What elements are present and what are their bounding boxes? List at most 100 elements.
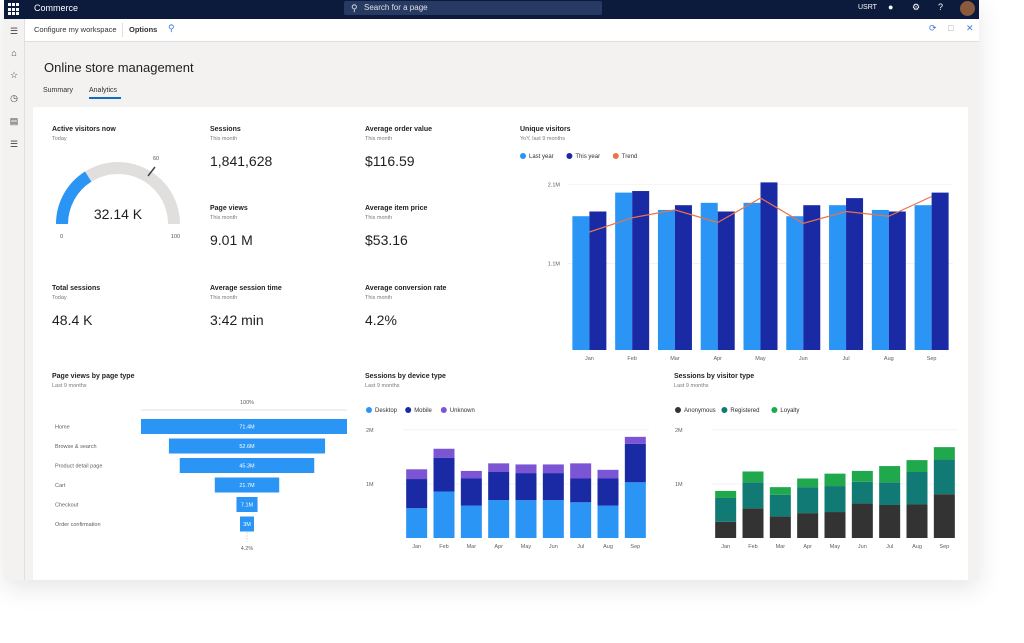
workspaces-icon[interactable]: ▤ xyxy=(9,116,19,126)
app-launcher-icon[interactable] xyxy=(8,3,21,16)
kpi-total-sessions-label: Total sessions xyxy=(52,285,101,292)
uv-legend-marker-last-year xyxy=(520,153,526,159)
device-xtick-label: Jun xyxy=(549,544,558,550)
funnel-stage-label-home: Home xyxy=(55,425,70,431)
visitor-bar-anonymous-aug xyxy=(906,504,928,538)
unique-visitors-chart: Last year This year Trend 1.1M 2.1M Jan Feb Mar… xyxy=(520,153,953,362)
kpi-page-views-period: This month xyxy=(210,215,238,221)
device-bar-unknown-may xyxy=(515,464,537,474)
uv-bar-this-year-mar xyxy=(674,205,692,350)
configure-workspace-button[interactable]: Configure my workspace xyxy=(34,25,117,34)
device-xtick-label: Sep xyxy=(630,544,640,550)
search-icon: ⚲ xyxy=(351,3,358,13)
help-icon[interactable]: ? xyxy=(938,2,944,12)
kpi-sessions-label: Sessions xyxy=(210,126,241,133)
visitor-xtick-label: May xyxy=(830,544,841,550)
uv-bar-this-year-apr xyxy=(717,211,735,350)
visitor-ytick-label: 1M xyxy=(675,482,683,488)
device-bar-unknown-apr xyxy=(488,463,510,473)
visitor-bar-loyalty-jul xyxy=(879,466,901,483)
favorites-icon[interactable]: ☆ xyxy=(9,70,19,80)
uv-bar-this-year-may xyxy=(760,182,778,350)
funnel-bar-order-confirmation xyxy=(240,516,254,532)
app-window: Commerce ⚲ Search for a page USRT ● ⚙ ? … xyxy=(4,0,979,580)
visitor-bar-anonymous-sep xyxy=(933,494,955,538)
uv-xtick-label: Jan xyxy=(585,356,594,362)
device-xtick-label: Feb xyxy=(439,544,448,550)
visitor-bar-anonymous-jan xyxy=(715,521,737,538)
close-icon[interactable]: ✕ xyxy=(966,23,974,33)
device-bar-desktop-sep xyxy=(624,482,646,538)
left-nav: ☰ ⌂ ☆ ◷ ▤ ☰ xyxy=(4,19,25,580)
visitor-bar-registered-feb xyxy=(742,482,764,509)
device-bar-desktop-jan xyxy=(406,508,428,538)
visitor-bar-loyalty-jan xyxy=(715,490,737,498)
device-bar-unknown-sep xyxy=(624,436,646,444)
device-bar-unknown-mar xyxy=(460,470,482,479)
kpi-page-views-label: Page views xyxy=(210,205,248,212)
kpi-avg-order-value-value: $116.59 xyxy=(365,153,415,169)
tab-summary[interactable]: Summary xyxy=(43,87,73,94)
action-divider xyxy=(122,23,123,37)
device-bar-desktop-may xyxy=(515,500,537,538)
visitor-xtick-label: Aug xyxy=(912,544,922,550)
company-label[interactable]: USRT xyxy=(858,4,877,11)
settings-icon[interactable]: ⚙ xyxy=(912,2,921,12)
visitor-bar-loyalty-jun xyxy=(851,470,873,482)
device-legend-marker-mobile xyxy=(405,407,412,413)
kpi-avg-session-time-label: Average session time xyxy=(210,285,282,292)
kpi-avg-conversion-rate-value: 4.2% xyxy=(365,312,397,328)
device-bar-unknown-jan xyxy=(406,469,428,480)
visitor-xtick-label: Jul xyxy=(886,544,893,550)
device-legend-desktop: Desktop xyxy=(375,408,398,414)
device-bar-mobile-jan xyxy=(406,479,428,509)
visitor-bar-anonymous-may xyxy=(824,512,846,538)
kpi-total-sessions-period: Today xyxy=(52,295,67,301)
gauge-max-label: 100 xyxy=(171,234,180,240)
funnel-bar-cart xyxy=(214,477,280,493)
uv-bar-last-year-jul xyxy=(829,205,847,350)
sessions-visitor-chart: Anonymous Registered Loyalty 1M 2M Jan Feb Mar A… xyxy=(675,407,958,550)
visitor-bar-loyalty-may xyxy=(824,473,846,487)
recent-icon[interactable]: ◷ xyxy=(10,93,18,103)
tab-analytics[interactable]: Analytics xyxy=(89,87,118,94)
kpi-avg-order-value-period: This month xyxy=(365,136,393,142)
visitor-bar-loyalty-aug xyxy=(906,460,928,473)
visitor-xtick-label: Mar xyxy=(776,544,786,550)
visitor-legend-registered: Registered xyxy=(730,408,759,414)
visitor-bar-registered-mar xyxy=(769,494,791,517)
global-search[interactable]: ⚲ Search for a page xyxy=(344,1,602,15)
uv-xtick-label: Mar xyxy=(670,356,680,362)
search-icon[interactable]: ⚲ xyxy=(168,23,175,33)
funnel-bottom-label: 4.2% xyxy=(241,546,254,552)
selected-tab-indicator xyxy=(89,97,121,99)
menu-icon[interactable]: ☰ xyxy=(9,26,19,36)
device-bar-desktop-feb xyxy=(433,491,455,538)
kpi-avg-conversion-rate-period: This month xyxy=(365,295,393,301)
uv-ytick-label: 2.1M xyxy=(548,183,561,189)
gauge-mid-label: 60 xyxy=(153,156,159,162)
modules-icon[interactable]: ☰ xyxy=(9,139,19,149)
funnel-value-label-product-detail-page: 45.3M xyxy=(239,464,255,470)
open-new-window-icon[interactable]: □ xyxy=(948,23,954,33)
avatar[interactable] xyxy=(960,1,975,16)
sessions-device-subtitle: Last 9 months xyxy=(365,383,400,389)
notifications-icon[interactable]: ● xyxy=(888,2,894,12)
home-icon[interactable]: ⌂ xyxy=(11,48,17,58)
uv-xtick-label: Jul xyxy=(843,356,850,362)
uv-legend-marker-this-year xyxy=(566,153,573,159)
uv-xtick-label: Feb xyxy=(627,356,636,362)
visitor-xtick-label: Jun xyxy=(858,544,867,550)
app-name[interactable]: Commerce xyxy=(34,3,79,13)
gauge-target-marker xyxy=(147,166,156,177)
page-views-funnel-chart: 100% Home 71.4M Browse & search 52.6M Product… xyxy=(55,400,347,552)
device-bar-mobile-mar xyxy=(460,478,482,506)
visitor-bar-registered-jan xyxy=(715,497,737,522)
sessions-visitor-subtitle: Last 9 months xyxy=(674,383,709,389)
gauge-min-label: 0 xyxy=(60,234,63,240)
options-button[interactable]: Options xyxy=(129,25,158,34)
refresh-icon[interactable]: ⟳ xyxy=(929,23,937,33)
search-placeholder: Search for a page xyxy=(364,3,428,12)
visitor-bar-anonymous-feb xyxy=(742,508,764,538)
funnel-stage-label-cart: Cart xyxy=(55,483,66,489)
